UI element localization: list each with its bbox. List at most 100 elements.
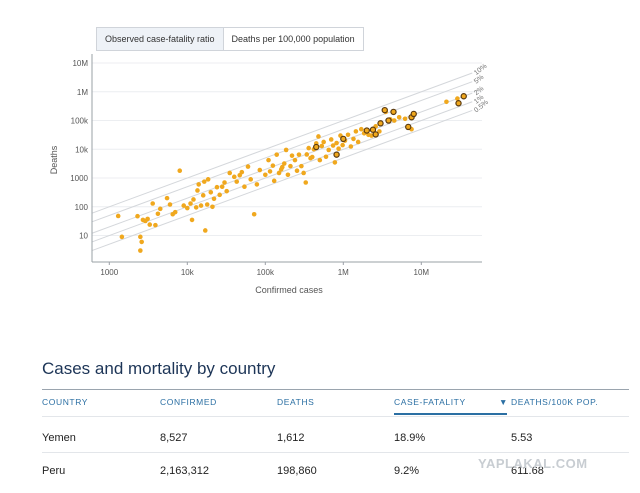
- data-point: [289, 153, 295, 158]
- data-point: [231, 174, 237, 180]
- cell-deaths-per-100k: 5.53: [511, 432, 533, 444]
- x-tick-label: 10k: [181, 268, 195, 277]
- data-point: [306, 145, 311, 151]
- highlighted-data-point: [340, 135, 347, 143]
- highlighted-data-point: [390, 108, 397, 116]
- data-point: [224, 188, 230, 194]
- data-point: [147, 222, 153, 227]
- data-point: [211, 196, 217, 202]
- data-point: [351, 136, 356, 142]
- row-divider: [42, 452, 629, 453]
- data-point: [135, 213, 140, 219]
- data-point: [196, 182, 202, 187]
- data-point: [172, 209, 178, 215]
- data-point: [353, 129, 359, 134]
- data-point: [316, 134, 321, 139]
- data-point: [150, 201, 155, 206]
- data-point: [189, 217, 195, 223]
- highlighted-data-point: [460, 93, 467, 100]
- x-tick-label: 1M: [338, 268, 349, 277]
- data-point: [214, 184, 220, 190]
- data-points: [115, 93, 467, 253]
- data-point: [191, 197, 196, 202]
- data-point: [239, 169, 245, 175]
- cell-deaths: 198,860: [277, 465, 317, 477]
- data-point: [119, 234, 125, 240]
- ratio-line: [91, 81, 473, 223]
- data-point: [323, 154, 329, 160]
- x-tick-label: 1000: [100, 268, 118, 277]
- data-point: [188, 201, 193, 206]
- highlighted-data-point: [333, 151, 340, 158]
- data-point: [332, 160, 338, 165]
- sorted-column-indicator: [394, 413, 507, 415]
- table-title: Cases and mortality by country: [42, 359, 276, 378]
- deaths-per-100k-toggle-button[interactable]: Deaths per 100,000 population: [223, 27, 364, 51]
- x-axis-label: Confirmed cases: [255, 285, 323, 295]
- ratio-line: [91, 109, 473, 252]
- data-point: [330, 143, 336, 148]
- data-point: [334, 140, 339, 146]
- data-point: [328, 137, 334, 142]
- data-point: [138, 248, 143, 253]
- data-point: [210, 204, 215, 210]
- col-case-fatality-header[interactable]: CASE-FATALITY: [394, 397, 466, 407]
- cell-confirmed: 8,527: [160, 432, 188, 444]
- data-point: [279, 164, 285, 170]
- data-point: [317, 157, 323, 163]
- highlighted-data-point: [381, 106, 388, 114]
- y-tick-label: 10M: [72, 59, 88, 68]
- data-point: [319, 143, 325, 149]
- data-point: [234, 179, 240, 184]
- cell-country: Yemen: [42, 432, 76, 444]
- data-point: [288, 163, 293, 169]
- col-confirmed-header[interactable]: CONFIRMED: [160, 397, 217, 407]
- highlighted-data-point: [369, 126, 377, 133]
- data-point: [281, 161, 287, 166]
- data-point: [205, 177, 211, 182]
- data-point: [402, 116, 408, 122]
- y-tick-label: 10: [79, 232, 88, 241]
- col-country-header[interactable]: COUNTRY: [42, 397, 89, 407]
- ratio-line: [91, 72, 473, 214]
- highlighted-data-point: [363, 127, 370, 134]
- data-point: [251, 211, 257, 217]
- data-point: [222, 180, 227, 185]
- data-point: [167, 202, 173, 207]
- data-point: [242, 184, 247, 189]
- chart-mode-toggle: Observed case-fatality ratio Deaths per …: [96, 27, 364, 51]
- highlighted-data-point: [377, 120, 384, 127]
- highlighted-data-point: [410, 110, 417, 118]
- data-point: [204, 202, 210, 207]
- col-deaths-per-100k-header[interactable]: DEATHS/100K POP.: [511, 397, 599, 407]
- cfr-toggle-button[interactable]: Observed case-fatality ratio: [96, 27, 224, 51]
- data-point: [355, 139, 361, 145]
- data-point: [157, 206, 163, 212]
- data-point: [276, 170, 282, 176]
- data-point: [115, 213, 121, 219]
- data-point: [248, 177, 254, 182]
- ratio-line-label: 2%: [473, 85, 485, 97]
- data-point: [358, 126, 364, 132]
- data-point: [195, 188, 200, 193]
- data-point: [202, 228, 208, 233]
- data-point: [198, 203, 204, 208]
- cell-country: Peru: [42, 465, 66, 477]
- data-point: [217, 192, 222, 198]
- y-tick-label: 1000: [70, 174, 88, 183]
- axes: 10 100 1000 10k 100k 1M 10M 1000 10k 100k 1M 10M: [70, 54, 482, 277]
- highlighted-data-point: [385, 117, 392, 124]
- data-point: [177, 168, 183, 174]
- data-point: [219, 184, 225, 189]
- y-tick-label: 1M: [77, 88, 88, 97]
- data-point: [285, 172, 291, 178]
- cell-confirmed: 2,163,312: [160, 465, 209, 477]
- y-tick-label: 100k: [71, 117, 89, 126]
- data-point: [164, 195, 170, 201]
- data-point: [201, 179, 207, 184]
- col-deaths-header[interactable]: DEATHS: [277, 397, 315, 407]
- data-point: [301, 170, 306, 176]
- data-point: [208, 189, 214, 195]
- ratio-line-label: 1%: [473, 94, 485, 106]
